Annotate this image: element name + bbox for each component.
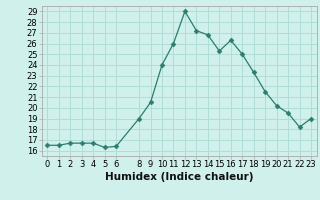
X-axis label: Humidex (Indice chaleur): Humidex (Indice chaleur) bbox=[105, 172, 253, 182]
